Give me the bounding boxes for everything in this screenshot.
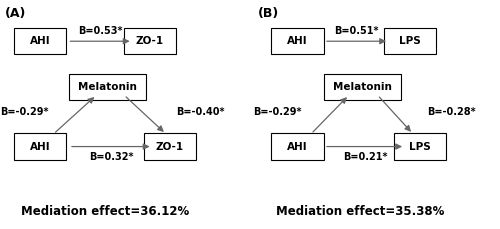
FancyBboxPatch shape — [394, 133, 446, 160]
FancyBboxPatch shape — [14, 133, 66, 160]
Text: AHI: AHI — [30, 142, 50, 152]
Text: B=-0.40*: B=-0.40* — [176, 107, 224, 117]
Text: Mediation effect=36.12%: Mediation effect=36.12% — [21, 204, 189, 218]
Text: Mediation effect=35.38%: Mediation effect=35.38% — [276, 204, 444, 218]
FancyBboxPatch shape — [271, 133, 324, 160]
Text: B=0.51*: B=0.51* — [334, 26, 379, 36]
FancyBboxPatch shape — [14, 28, 66, 55]
Text: AHI: AHI — [287, 142, 308, 152]
Text: B=0.53*: B=0.53* — [78, 26, 122, 36]
Text: B=0.32*: B=0.32* — [89, 152, 133, 162]
Text: LPS: LPS — [399, 36, 421, 46]
Text: (B): (B) — [258, 7, 279, 20]
FancyBboxPatch shape — [324, 74, 401, 100]
Text: B=0.21*: B=0.21* — [343, 152, 387, 162]
FancyBboxPatch shape — [271, 28, 324, 55]
Text: ZO-1: ZO-1 — [136, 36, 164, 46]
Text: AHI: AHI — [287, 36, 308, 46]
Text: B=-0.29*: B=-0.29* — [0, 107, 49, 117]
Text: Melatonin: Melatonin — [333, 82, 392, 92]
FancyBboxPatch shape — [124, 28, 176, 55]
FancyBboxPatch shape — [144, 133, 196, 160]
Text: LPS: LPS — [409, 142, 431, 152]
FancyBboxPatch shape — [384, 28, 436, 55]
Text: Melatonin: Melatonin — [78, 82, 137, 92]
Text: AHI: AHI — [30, 36, 50, 46]
Text: B=-0.28*: B=-0.28* — [428, 107, 476, 117]
Text: (A): (A) — [5, 7, 26, 20]
FancyBboxPatch shape — [69, 74, 146, 100]
Text: ZO-1: ZO-1 — [156, 142, 184, 152]
Text: B=-0.29*: B=-0.29* — [254, 107, 302, 117]
